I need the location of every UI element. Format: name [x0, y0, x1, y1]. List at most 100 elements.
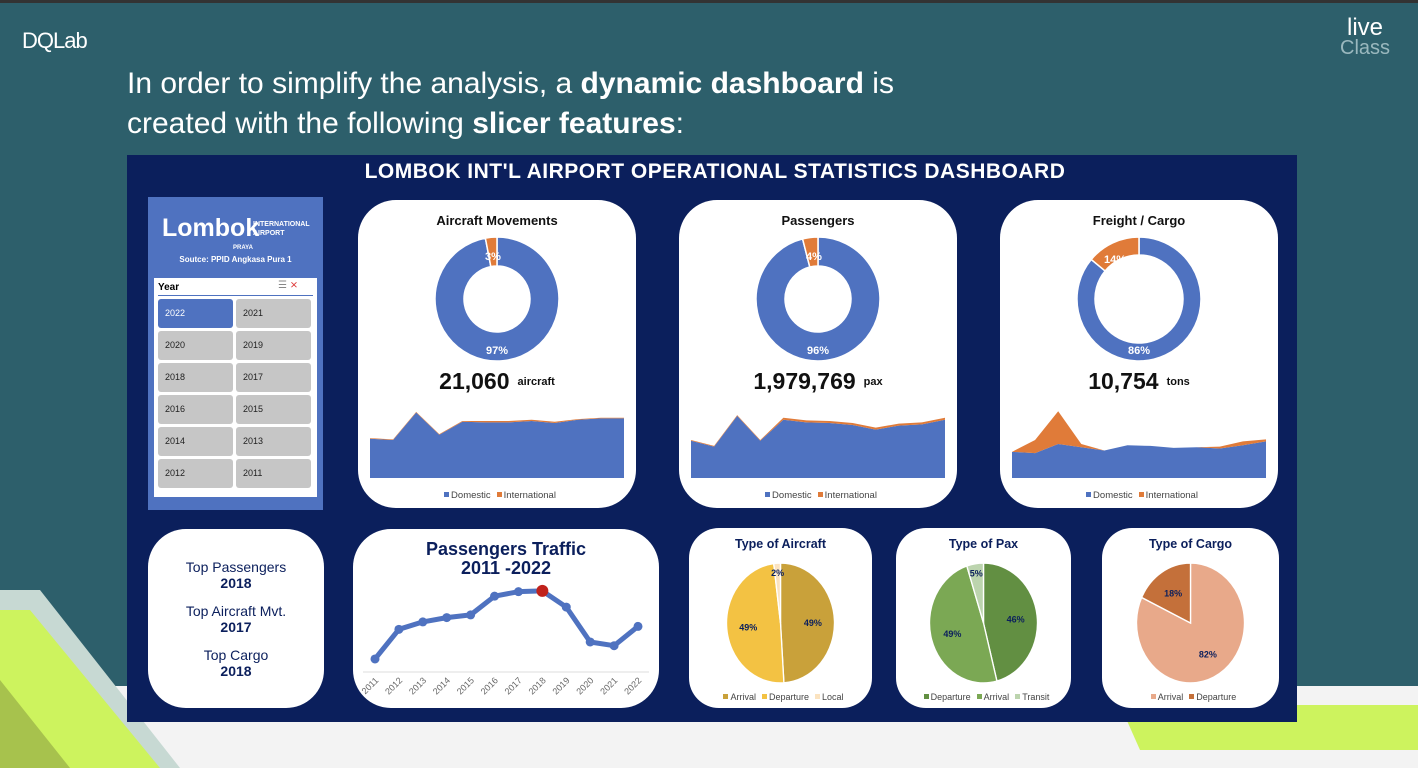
pie-data-label: 96%	[807, 345, 829, 357]
live-logo-top: live	[1347, 14, 1384, 41]
kpi-value: 1,979,769 pax	[679, 368, 957, 395]
year-option[interactable]: 2021	[236, 299, 311, 328]
brand-slicer-panel: Lombok INTERNATIONAL AIRPORT PRAYA Soutce…	[148, 197, 323, 510]
pie-legend: Departure Arrival Transit	[896, 692, 1071, 702]
pie-slice-transit	[965, 562, 985, 624]
pie-legend: Arrival Departure	[1102, 692, 1279, 702]
legend-label: Departure	[1196, 692, 1237, 702]
area-legend: Domestic International	[1000, 490, 1278, 501]
brand-praya: PRAYA	[233, 245, 253, 251]
year-option[interactable]: 2016	[158, 395, 233, 424]
x-tick-label: 2013	[407, 675, 428, 696]
pie-title: Type of Aircraft	[735, 537, 826, 551]
kpi-unit: pax	[863, 376, 883, 388]
pie-card-0: Type of Aircraft 49% 49% 2% Arrival Departu…	[689, 528, 872, 708]
top-value: 2018	[220, 663, 252, 679]
legend-label: International	[503, 490, 556, 501]
kpi-charts: 96% 4%	[691, 236, 945, 478]
legend-label: International	[1145, 490, 1198, 501]
x-tick-label: 2011	[360, 675, 381, 696]
pie-slice-departure	[725, 562, 785, 684]
pie-data-label: 5%	[970, 569, 983, 579]
year-option[interactable]: 2019	[236, 331, 311, 360]
headline-text: created with the following	[127, 107, 473, 140]
kpi-title: Freight / Cargo	[1092, 213, 1186, 228]
headline-text: In order to simplify the analysis, a	[127, 67, 581, 100]
year-option[interactable]: 2011	[236, 459, 311, 488]
x-tick-label: 2014	[431, 675, 452, 696]
year-option[interactable]: 2022	[158, 299, 233, 328]
traffic-line-chart: 2011 2012 2013 2014 2015 2016 2017 2018 2019 2020…	[360, 584, 649, 697]
legend-swatch	[815, 694, 821, 699]
pie-legend: Arrival Departure Local	[689, 692, 872, 702]
area-series-domestic	[691, 415, 945, 478]
data-point-2013	[418, 617, 428, 627]
pie-group	[725, 562, 836, 684]
legend-swatch-domestic	[765, 492, 771, 497]
legend-label: Domestic	[772, 490, 812, 501]
brand-sub: INTERNATIONAL AIRPORT	[253, 220, 310, 238]
x-tick-label: 2016	[479, 675, 500, 696]
pie-title: Type of Pax	[948, 537, 1019, 551]
kpi-number: 10,754	[1088, 368, 1159, 394]
window-top-border	[0, 0, 1418, 3]
kpi-unit: tons	[1166, 376, 1190, 388]
kpi-value: 21,060 aircraft	[358, 368, 636, 395]
legend-swatch	[976, 694, 982, 699]
pie-slice-arrival	[779, 562, 836, 684]
x-tick-label: 2017	[503, 675, 524, 696]
top-aircraft: Top Aircraft Mvt. 2017	[148, 603, 324, 635]
kpi-card-2: Freight / Cargo 86% 14% 10,754 tons Domest…	[1000, 200, 1278, 508]
data-point-2014	[442, 613, 452, 623]
area-series-international	[691, 415, 945, 447]
multi-select-icon[interactable]: ☰	[278, 280, 287, 291]
legend-label: Arrival	[1157, 692, 1184, 702]
legend-label: Arrival	[983, 692, 1010, 702]
year-option[interactable]: 2013	[236, 427, 311, 456]
area-legend: Domestic International	[358, 490, 636, 501]
traffic-title: Passengers Traffic 2011 -2022	[353, 540, 659, 578]
traffic-line	[373, 588, 640, 661]
legend-label: Domestic	[451, 490, 491, 501]
kpi-unit: aircraft	[517, 376, 555, 388]
pie-slice-local	[772, 562, 782, 624]
kpi-value: 10,754 tons	[1000, 368, 1278, 395]
legend-swatch	[1150, 694, 1156, 699]
legend-label: Local	[822, 692, 844, 702]
pie-group	[434, 236, 560, 362]
legend-swatch	[1015, 694, 1021, 699]
year-option[interactable]: 2017	[236, 363, 311, 392]
year-option[interactable]: 2015	[236, 395, 311, 424]
legend-swatch	[723, 694, 729, 699]
pie-data-label: 49%	[943, 629, 961, 639]
year-option[interactable]: 2018	[158, 363, 233, 392]
year-option[interactable]: 2012	[158, 459, 233, 488]
live-logo-bottom: Class	[1340, 37, 1391, 59]
pie-slice-arrival	[928, 564, 998, 684]
pie-title: Type of Cargo	[1148, 537, 1233, 551]
pie-group	[1076, 236, 1202, 362]
pie-slice-domestic	[1076, 236, 1202, 362]
kpi-card-0: Aircraft Movements 97% 3% 21,060 aircraft …	[358, 200, 636, 508]
year-option[interactable]: 2014	[158, 427, 233, 456]
pie-card-2: Type of Cargo 82% 18% Arrival Departure	[1102, 528, 1279, 708]
top-value: 2017	[220, 619, 252, 635]
traffic-title-line2: 2011 -2022	[460, 558, 552, 578]
legend-swatch-international	[496, 492, 502, 497]
pie-slice-domestic	[755, 236, 881, 362]
legend-label: Departure	[930, 692, 971, 702]
pie-slice-departure	[982, 562, 1039, 683]
pie-data-label: 18%	[1164, 589, 1182, 599]
pie-chart: 82% 18%	[1135, 562, 1246, 684]
x-tick-label: 2015	[455, 675, 476, 696]
clear-filter-icon[interactable]: ⨯	[289, 280, 299, 291]
pie-data-label: 49%	[739, 622, 757, 632]
x-tick-label: 2012	[383, 675, 404, 696]
legend-label: International	[824, 490, 877, 501]
area-series-domestic	[1012, 441, 1266, 478]
year-option[interactable]: 2020	[158, 331, 233, 360]
slicer-divider	[158, 295, 313, 296]
pie-data-label: 86%	[1128, 345, 1150, 357]
pie-group	[755, 236, 881, 362]
brand-sub1: INTERNATIONAL	[253, 221, 310, 228]
